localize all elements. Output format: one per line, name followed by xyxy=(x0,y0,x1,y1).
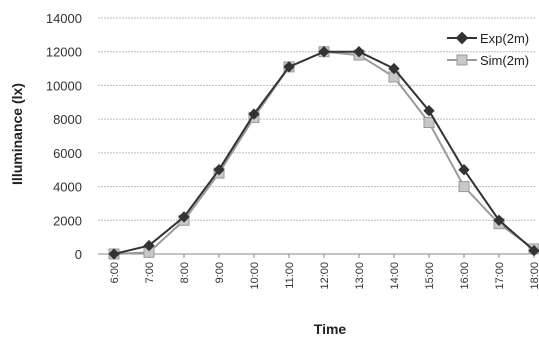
data-point xyxy=(458,164,470,176)
legend-marker-sim xyxy=(456,54,468,66)
data-point xyxy=(178,211,190,223)
x-tick-label: 14:00 xyxy=(389,262,401,290)
x-tick-label: 15:00 xyxy=(424,262,436,290)
legend-label-exp: Exp(2m) xyxy=(480,31,529,46)
legend-item-exp: Exp(2m) xyxy=(447,31,529,46)
data-point xyxy=(528,244,539,257)
data-point xyxy=(458,181,470,193)
y-tick-label: 0 xyxy=(75,247,82,262)
y-tick-label: 14000 xyxy=(46,11,82,26)
x-tick-label: 16:00 xyxy=(459,262,471,290)
x-tick-label: 7:00 xyxy=(144,262,156,283)
x-tick-label: 12:00 xyxy=(319,262,331,290)
x-tick-label: 18:00 xyxy=(529,262,539,290)
x-tick-label: 17:00 xyxy=(494,262,506,290)
y-tick-label: 8000 xyxy=(53,112,82,127)
data-point xyxy=(318,46,330,58)
x-tick-label: 13:00 xyxy=(354,262,366,290)
x-tick-label: 11:00 xyxy=(284,262,296,289)
y-tick-label: 10000 xyxy=(46,78,82,93)
y-tick-label: 4000 xyxy=(53,180,82,195)
y-tick-label: 6000 xyxy=(53,146,82,161)
x-tick-label: 8:00 xyxy=(179,262,191,283)
x-axis-tick-labels: 6:00 7:00 8:00 9:00 10:00 11:00 12:00 13:00 14:0… xyxy=(109,254,539,290)
x-axis-title: Time xyxy=(314,321,347,337)
x-tick-label: 9:00 xyxy=(214,262,226,283)
data-point xyxy=(213,164,225,176)
legend-marker-exp xyxy=(455,31,469,45)
data-point xyxy=(493,214,505,226)
legend-item-sim: Sim(2m) xyxy=(447,53,529,68)
data-point xyxy=(353,46,365,58)
legend-label-sim: Sim(2m) xyxy=(480,53,529,68)
legend: Exp(2m) Sim(2m) xyxy=(447,31,529,68)
y-axis-title: Illuminance (lx) xyxy=(9,83,25,185)
x-tick-label: 10:00 xyxy=(249,262,261,290)
data-point xyxy=(423,117,435,129)
y-axis-tick-labels: 0 2000 4000 6000 8000 10000 12000 14000 xyxy=(46,11,82,262)
series-layer xyxy=(108,46,539,260)
x-tick-label: 6:00 xyxy=(109,262,121,283)
data-point xyxy=(143,239,155,252)
y-tick-label: 2000 xyxy=(53,213,82,228)
y-tick-label: 12000 xyxy=(46,45,82,60)
